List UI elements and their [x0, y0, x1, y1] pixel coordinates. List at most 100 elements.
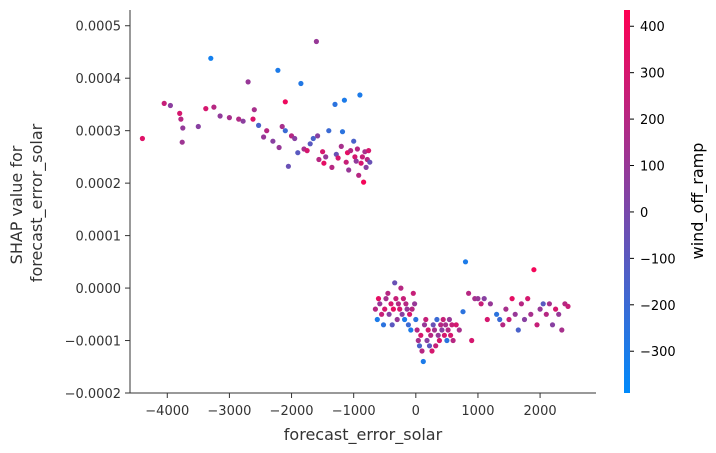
data-point	[494, 311, 500, 317]
y-tick-label: 0.0004	[76, 72, 122, 87]
data-point	[372, 306, 378, 312]
data-point	[431, 327, 438, 333]
colorbar-tick-label: −100	[640, 252, 676, 267]
data-point	[353, 158, 359, 164]
data-point	[161, 100, 167, 106]
data-point	[537, 306, 543, 312]
data-point	[531, 267, 537, 273]
data-point	[466, 290, 472, 296]
data-point	[425, 327, 431, 333]
data-point	[469, 337, 475, 344]
data-point	[393, 296, 399, 302]
data-point	[433, 343, 439, 349]
x-tick-label: 1000	[461, 404, 494, 419]
data-point	[436, 337, 442, 344]
data-point	[546, 301, 553, 307]
data-point	[382, 306, 388, 312]
data-point	[351, 138, 357, 144]
data-point	[394, 316, 400, 323]
data-point	[343, 159, 349, 165]
y-tick-label: 0.0003	[76, 125, 122, 140]
data-point	[211, 104, 217, 110]
data-point	[292, 135, 298, 142]
data-point	[448, 332, 454, 338]
data-point	[397, 306, 403, 312]
y-tick-label: 0.0002	[76, 177, 122, 192]
data-point	[321, 160, 327, 166]
data-point	[245, 79, 251, 85]
data-points	[139, 38, 571, 365]
data-point	[518, 301, 525, 307]
data-point	[515, 327, 521, 333]
data-point	[361, 179, 367, 185]
data-point	[359, 154, 365, 160]
data-point	[528, 311, 534, 317]
x-tick-label: 0	[412, 404, 420, 419]
y-axis-title-line2: forecast_error_solar	[27, 123, 47, 282]
data-point	[521, 316, 528, 323]
x-tick-label: −3000	[207, 404, 251, 419]
data-point	[497, 316, 503, 323]
x-axis-ticks: −4000 −3000 −2000 −1000 0 1000 2000	[145, 393, 557, 419]
data-point	[559, 327, 565, 333]
data-point	[405, 322, 411, 328]
colorbar-tick-label: 100	[640, 160, 665, 175]
data-point	[352, 154, 358, 160]
data-point	[354, 146, 360, 152]
data-point	[399, 311, 405, 317]
data-point	[250, 116, 256, 122]
data-point	[415, 337, 421, 344]
data-point	[419, 348, 425, 354]
data-point	[414, 327, 420, 333]
data-point	[412, 301, 418, 307]
data-point	[428, 332, 434, 338]
data-point	[304, 148, 310, 154]
colorbar-tick-label: −200	[640, 299, 676, 314]
data-point	[375, 296, 382, 302]
data-point	[500, 322, 506, 328]
data-point	[341, 97, 347, 103]
data-point	[357, 92, 363, 98]
data-point	[460, 309, 466, 315]
data-point	[279, 123, 285, 130]
data-point	[377, 301, 383, 307]
data-point	[380, 322, 387, 328]
data-point	[506, 316, 512, 323]
y-tick-label: 0.0005	[76, 20, 122, 35]
data-point	[390, 306, 396, 312]
data-point	[264, 128, 270, 134]
data-point	[179, 139, 185, 145]
y-axis-ticks: −0.0002 −0.0001 0.0000 0.0001 0.0002 0.0003 0.…	[65, 20, 130, 402]
x-axis-title: forecast_error_solar	[284, 425, 443, 445]
data-point	[167, 102, 173, 109]
data-point	[195, 123, 201, 130]
colorbar-tick-label: 200	[640, 113, 665, 128]
data-point	[307, 141, 313, 147]
data-point	[444, 337, 450, 344]
data-point	[418, 332, 424, 338]
data-point	[553, 306, 559, 312]
data-point	[178, 116, 184, 122]
x-tick-label: −4000	[145, 404, 189, 419]
data-point	[395, 301, 401, 307]
data-point	[481, 296, 487, 302]
data-point	[379, 311, 385, 317]
data-point	[240, 118, 246, 124]
data-point	[316, 156, 322, 163]
data-point	[478, 301, 484, 307]
data-point	[276, 144, 282, 151]
data-point	[392, 280, 398, 286]
data-point	[177, 110, 183, 116]
colorbar-ticks: 400 300 200 100 0 −100 −200 −300	[630, 20, 676, 360]
y-tick-label: −0.0002	[65, 387, 121, 402]
data-point	[503, 306, 509, 312]
data-point	[295, 150, 301, 156]
data-point	[180, 125, 186, 131]
data-point	[410, 290, 416, 296]
data-point	[434, 316, 440, 323]
data-point	[487, 301, 493, 307]
data-point	[226, 115, 232, 121]
data-point	[389, 322, 395, 328]
y-tick-label: 0.0001	[76, 230, 122, 245]
y-tick-label: −0.0001	[65, 335, 121, 350]
